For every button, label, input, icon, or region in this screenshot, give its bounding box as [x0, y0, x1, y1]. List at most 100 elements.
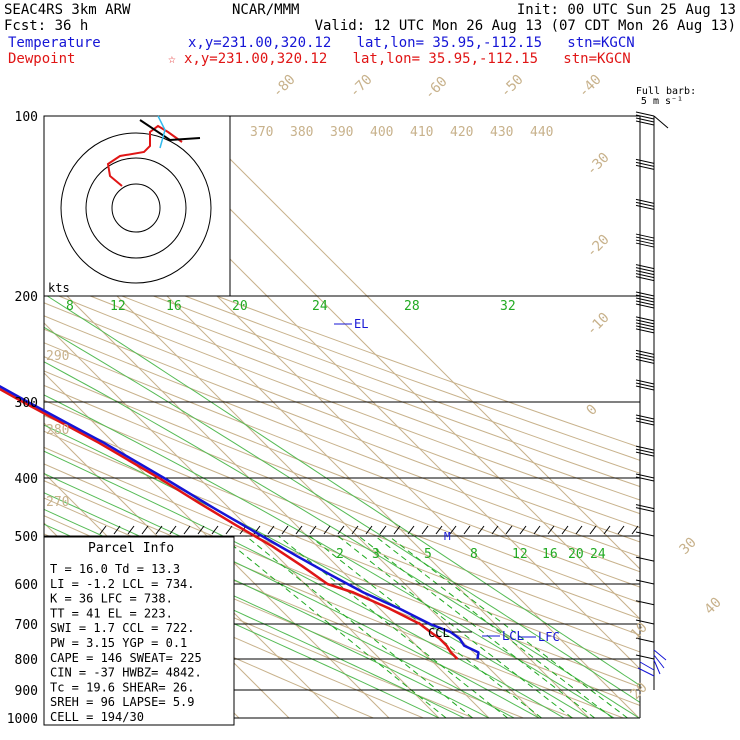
ccl-label: CCL	[428, 626, 450, 640]
hatch-tick	[533, 525, 541, 535]
dry-adiabat	[44, 370, 640, 604]
pressure-tick-label: 200	[15, 290, 38, 305]
isotherm-label: 20	[628, 680, 651, 703]
mixing-ratio-line	[388, 535, 628, 718]
mixing-ratio-line	[245, 535, 473, 718]
wind-barb	[635, 382, 655, 388]
parcel-info-frame	[43, 536, 235, 726]
wind-barb	[635, 619, 655, 625]
dry-adiabat	[44, 328, 640, 558]
wind-barb	[635, 239, 655, 245]
theta-label: 410	[410, 125, 433, 140]
el-level-label: EL	[354, 317, 368, 331]
hatch-tick	[421, 525, 429, 535]
pressure-tick-label: 900	[15, 684, 38, 699]
isotherm-line	[186, 116, 640, 570]
theta-label: 290	[46, 349, 69, 364]
wind-barb	[635, 349, 655, 355]
wind-barb	[635, 291, 655, 297]
hatch-tick	[463, 525, 471, 535]
wind-barb	[635, 579, 655, 585]
mixing-ratio-label: 24	[590, 547, 606, 562]
mixing-ratio-line	[374, 535, 613, 718]
hodograph: kts	[43, 115, 231, 297]
hatch-tick	[141, 525, 149, 535]
wind-barb	[635, 445, 655, 451]
wind-barb	[635, 507, 655, 513]
pressure-tick-label: 700	[15, 618, 38, 633]
wind-barb	[635, 198, 655, 204]
mixing-ratio-line	[337, 535, 573, 718]
theta-label: 380	[290, 125, 313, 140]
hatch-tick	[211, 525, 219, 535]
barb-legend-line1: Full barb:	[636, 86, 696, 97]
wind-barb	[635, 322, 655, 328]
wind-barb	[635, 600, 655, 606]
mixing-ratio-label: 8	[470, 547, 478, 562]
dry-adiabat	[44, 356, 640, 588]
hodograph-units: kts	[48, 281, 70, 295]
wind-barb	[635, 270, 655, 276]
isotherm-line	[44, 322, 440, 718]
hatch-tick	[519, 525, 527, 535]
wind-barb	[635, 355, 655, 361]
parcel-info-row: PW = 3.15 YGP = 0.1	[50, 636, 187, 650]
wind-barb	[635, 297, 655, 303]
mixing-ratio-label: 28	[404, 299, 420, 314]
hatch-tick	[603, 525, 611, 535]
dewpoint-profile	[0, 387, 459, 660]
hatch-tick	[575, 525, 583, 535]
wind-barb	[635, 316, 655, 322]
wind-barb	[635, 637, 655, 643]
parcel-info-row: CELL = 194/30	[50, 710, 144, 724]
hatch-tick	[113, 525, 121, 535]
wind-barb	[635, 414, 655, 420]
wind-barb	[635, 276, 655, 282]
wind-barb	[635, 325, 655, 331]
dry-adiabat	[44, 315, 640, 543]
theta-label: 280	[46, 423, 69, 438]
parcel-info-title: Parcel Info	[88, 541, 174, 556]
mixing-ratio-label: 20	[232, 299, 248, 314]
wind-barb	[635, 352, 655, 358]
wind-barb	[635, 233, 655, 239]
wind-barb	[635, 117, 655, 123]
theta-label: 430	[490, 125, 513, 140]
isotherm-label: 30	[677, 535, 700, 558]
hatch-tick	[197, 525, 205, 535]
wind-barb	[635, 204, 655, 210]
wind-barb	[635, 556, 655, 562]
mixing-ratio-label: 2	[336, 547, 344, 562]
hatch-tick	[491, 525, 499, 535]
wind-barb	[635, 236, 655, 242]
diagram-overlay: kts EL M CCL LCL LFC Full barb:5 m s⁻¹ Parcel I…	[43, 86, 696, 726]
wind-barb	[635, 120, 655, 126]
mfl-label: M	[444, 530, 451, 543]
hatch-tick	[631, 525, 639, 535]
wind-barb	[635, 164, 655, 170]
pressure-tick-label: 500	[15, 530, 38, 545]
hatch-tick	[393, 525, 401, 535]
lcl-level-label: LCL	[502, 629, 524, 643]
mixing-ratio-label: 3	[372, 547, 380, 562]
mixing-ratio-label: 32	[500, 299, 516, 314]
parcel-info-row: SWI = 1.7 CCL = 722.	[50, 621, 195, 635]
isotherm-label: -70	[347, 72, 376, 101]
hatch-tick	[561, 525, 569, 535]
lfc-level-label: LFC	[538, 630, 560, 644]
hatch-tick	[407, 525, 415, 535]
isotherm-label: -80	[270, 72, 299, 101]
wind-barb	[635, 358, 655, 364]
mixing-ratio-label: 24	[312, 299, 328, 314]
mixing-ratio-label: 20	[568, 547, 584, 562]
wind-barb	[635, 161, 655, 167]
hatch-tick	[589, 525, 597, 535]
hatch-tick	[267, 525, 275, 535]
sounding-profiles	[0, 385, 480, 660]
mixing-ratio-label: 16	[542, 547, 558, 562]
isotherm-line	[44, 222, 540, 718]
theta-label: 400	[370, 125, 393, 140]
hatch-tick	[505, 525, 513, 535]
